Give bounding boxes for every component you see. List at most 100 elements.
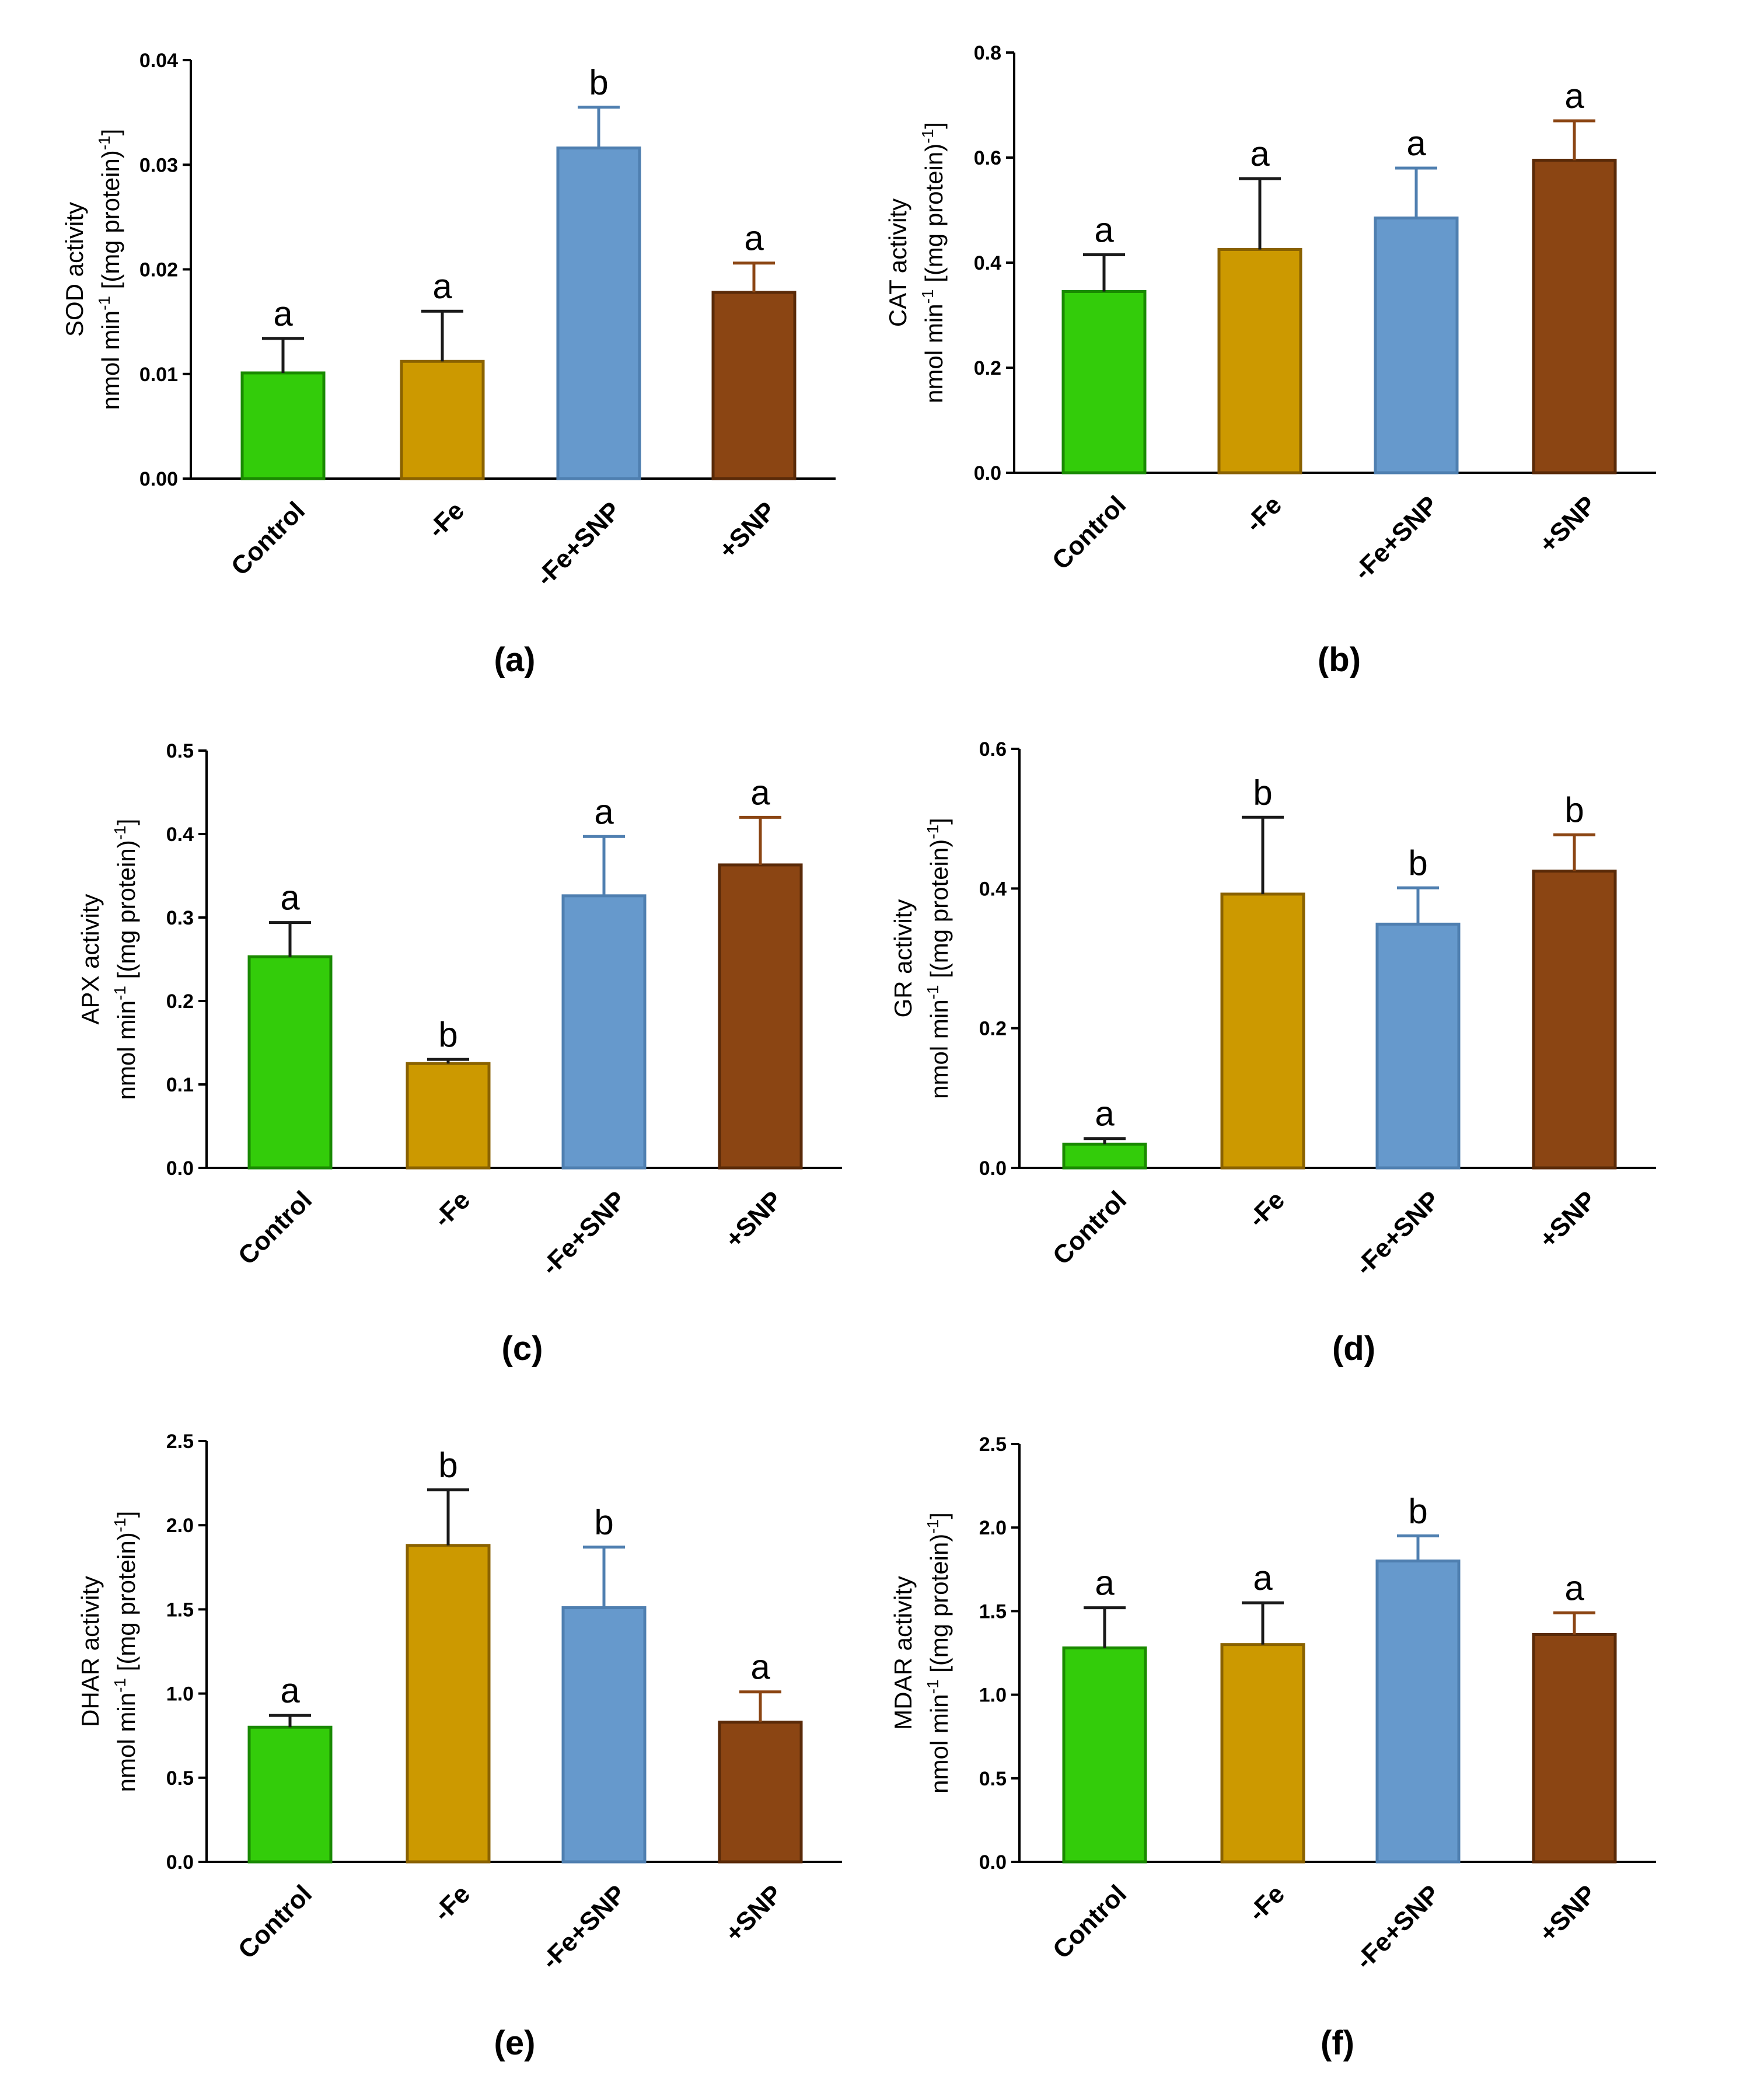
bar (1062, 1142, 1147, 1170)
bar (1217, 248, 1302, 475)
chart-panel-4: 0.00.20.40.6GR activitynmol min-1 [(mg p… (889, 738, 1656, 1368)
y-axis-title: DHAR activitynmol min-1 [(mg protein)-1] (76, 1511, 140, 1792)
significance-letter: a (594, 792, 614, 831)
bar (1375, 922, 1461, 1170)
y-tick-label: 0.4 (979, 878, 1007, 900)
significance-letter: b (1253, 773, 1272, 812)
y-axis-unit-mid: [(mg protein) (113, 840, 140, 986)
y-tick-label: 0.0 (979, 1851, 1007, 1874)
y-tick-label: 0.3 (166, 907, 194, 929)
y-axis-unit-post: ] (113, 1511, 140, 1518)
significance-letter: b (438, 1015, 457, 1054)
y-axis-unit-exp2: -1 (918, 129, 937, 144)
y-tick-label: 1.0 (979, 1684, 1007, 1707)
y-axis-unit-exp1: -1 (924, 1680, 942, 1694)
y-tick-label: 0.4 (974, 252, 1001, 274)
bar (1374, 217, 1459, 475)
bar (1062, 1646, 1147, 1864)
y-axis-unit-exp2: -1 (111, 825, 129, 840)
panel-caption: (b) (1318, 641, 1361, 679)
category-label: -Fe (428, 1185, 476, 1233)
significance-letter: b (594, 1503, 613, 1542)
category-label: -Fe+SNP (1350, 1879, 1445, 1975)
significance-letter: a (1564, 1568, 1584, 1607)
y-tick-label: 0.0 (166, 1851, 194, 1874)
category-label: Control (226, 496, 310, 581)
bar (1532, 159, 1617, 475)
significance-letter: a (750, 773, 770, 812)
y-tick-label: 0.2 (979, 1018, 1007, 1040)
bar (247, 1725, 333, 1864)
bar (1061, 290, 1147, 475)
y-axis-unit-post: ] (113, 819, 140, 826)
panel-caption: (a) (494, 641, 536, 679)
y-axis-unit-mid: [(mg protein) (113, 1532, 140, 1678)
y-tick-label: 2.5 (166, 1431, 194, 1453)
bar (711, 291, 797, 480)
category-label: Control (1047, 490, 1131, 575)
category-label: -Fe+SNP (531, 496, 626, 591)
y-axis-title-line1: SOD activity (61, 202, 88, 337)
category-label: Control (233, 1185, 317, 1270)
significance-letter: a (1095, 1564, 1115, 1603)
category-label: -Fe (1243, 1879, 1290, 1927)
y-tick-label: 0.0 (979, 1157, 1007, 1180)
panel-caption: (e) (494, 2024, 536, 2062)
category-label: -Fe+SNP (1349, 490, 1444, 585)
category-label: Control (233, 1879, 317, 1964)
y-tick-label: 0.04 (139, 50, 178, 72)
category-label: +SNP (719, 1879, 788, 1948)
category-label: +SNP (719, 1185, 788, 1254)
y-axis-unit: nmol min (925, 1694, 953, 1793)
category-label: -Fe (428, 1879, 476, 1927)
significance-letter: a (750, 1648, 770, 1687)
bar (1220, 1643, 1305, 1864)
category-label: -Fe (422, 496, 470, 543)
y-tick-label: 0.0 (166, 1157, 194, 1180)
y-axis-unit-exp2: -1 (924, 825, 942, 839)
significance-letter: a (273, 294, 293, 333)
y-axis-title-line1: APX activity (76, 894, 104, 1024)
bar (718, 863, 803, 1170)
y-tick-label: 2.0 (166, 1515, 194, 1537)
significance-letter: a (744, 219, 764, 258)
y-axis-unit: nmol min (925, 999, 953, 1098)
y-tick-label: 1.5 (166, 1599, 194, 1621)
y-axis-unit-exp1: -1 (918, 289, 937, 304)
y-tick-label: 0.00 (139, 468, 178, 490)
significance-letter: a (280, 878, 300, 918)
significance-letter: a (1250, 134, 1270, 173)
significance-letter: b (1564, 790, 1584, 829)
y-tick-label: 0.5 (979, 1768, 1007, 1790)
significance-letter: a (432, 267, 452, 306)
y-axis-unit-exp1: -1 (111, 1678, 129, 1693)
y-axis-title: MDAR activitynmol min-1 [(mg protein)-1] (889, 1512, 953, 1794)
y-tick-label: 2.0 (979, 1517, 1007, 1539)
category-label: -Fe (1240, 490, 1287, 538)
y-axis-unit-exp2: -1 (924, 1519, 942, 1534)
panel-caption: (f) (1321, 2024, 1354, 2062)
significance-letter: b (589, 63, 608, 102)
y-tick-label: 0.5 (166, 740, 194, 762)
bar (240, 371, 326, 480)
y-tick-label: 0.01 (139, 364, 178, 386)
y-axis-title: APX activitynmol min-1 [(mg protein)-1] (76, 819, 140, 1100)
y-axis-unit-post: ] (97, 129, 124, 136)
y-tick-label: 0.1 (166, 1074, 194, 1096)
category-label: Control (1047, 1879, 1132, 1964)
panel-caption: (d) (1332, 1330, 1375, 1368)
y-axis-unit-mid: [(mg protein) (925, 839, 953, 985)
y-tick-label: 0.02 (139, 259, 178, 281)
bar (561, 1606, 647, 1864)
bar (561, 894, 647, 1170)
y-axis-unit: nmol min (113, 1000, 140, 1100)
bar (718, 1721, 803, 1864)
y-axis-unit-exp1: -1 (95, 296, 113, 311)
significance-letter: b (1408, 1492, 1427, 1531)
y-axis-unit-exp2: -1 (95, 135, 113, 150)
y-axis-unit-post: ] (925, 818, 953, 825)
y-tick-label: 0.2 (974, 357, 1001, 379)
y-axis-unit-exp2: -1 (111, 1518, 129, 1532)
significance-letter: a (1406, 124, 1426, 163)
